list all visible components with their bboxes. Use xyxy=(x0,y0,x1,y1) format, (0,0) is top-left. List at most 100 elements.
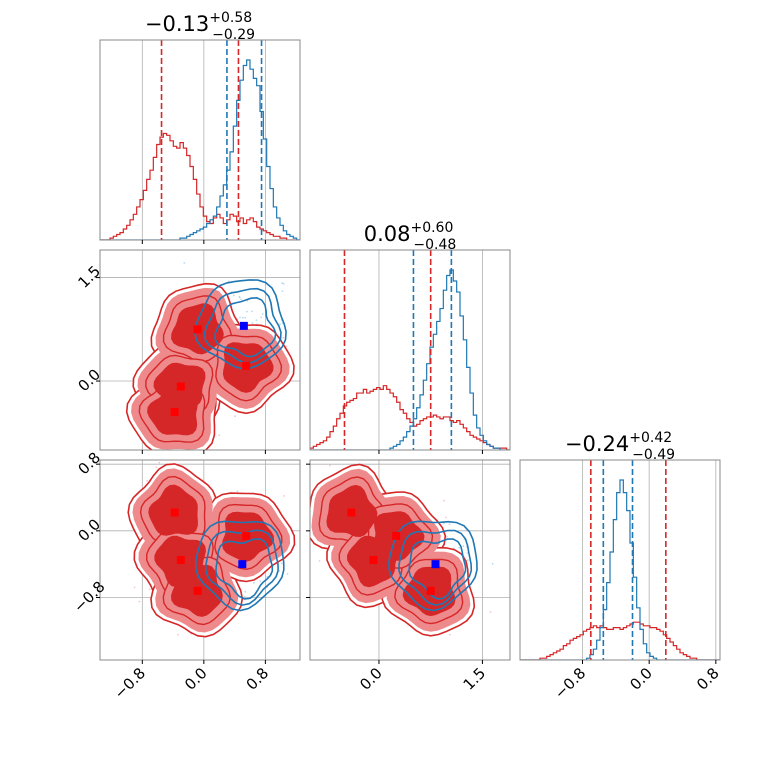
x-tick-label: 0.0 xyxy=(626,664,656,694)
x-tick-label: 0.8 xyxy=(243,664,273,694)
scatter-point-red xyxy=(445,516,447,519)
scatter-point-blue xyxy=(236,490,239,493)
scatter-point-blue xyxy=(281,290,284,292)
scatter-point-blue xyxy=(244,316,247,319)
scatter-point-red xyxy=(283,495,286,497)
scatter-point-blue xyxy=(183,262,186,264)
panel-frame-d2 xyxy=(519,459,721,661)
scatter-point-blue xyxy=(467,559,469,561)
title-p0-plus: +0.58 xyxy=(209,10,252,26)
scatter-point-red xyxy=(180,451,182,453)
scatter-point-blue xyxy=(259,580,262,583)
scatter-point-blue xyxy=(240,298,242,301)
scatter-point-red xyxy=(282,336,285,339)
scatter-point-blue xyxy=(261,313,264,315)
panel-frames xyxy=(99,39,721,661)
title-p2-plus: +0.42 xyxy=(629,430,672,446)
scatter-point-red xyxy=(184,454,186,456)
scatter-p0-p2-panel xyxy=(86,460,300,660)
scatter-point-blue xyxy=(280,562,283,565)
scatter-point-blue xyxy=(244,595,246,598)
marker-red xyxy=(176,382,185,391)
scatter-point-blue xyxy=(242,316,244,319)
scatter-point-blue xyxy=(260,316,263,319)
marker-red xyxy=(369,556,378,564)
scatter-point-blue xyxy=(282,282,285,285)
histogram-p0-panel xyxy=(100,40,300,240)
scatter-point-red xyxy=(216,452,218,454)
marker-red xyxy=(242,361,251,370)
blue-contour xyxy=(203,287,282,364)
title-p0-median: −0.13 xyxy=(145,12,209,36)
x-tick-label: 0.8 xyxy=(693,664,723,694)
title-p2-minus: −0.49 xyxy=(632,447,675,463)
scatter-point-red xyxy=(489,611,492,613)
title-p1-median: 0.08 xyxy=(364,222,411,246)
scatter-point-red xyxy=(234,415,236,418)
histogram-red xyxy=(100,132,300,240)
marker-red xyxy=(392,531,401,540)
blue-contour xyxy=(398,529,473,606)
scatter-point-red xyxy=(318,560,321,562)
scatter-point-red xyxy=(155,466,158,468)
blue-contour xyxy=(215,538,274,600)
panel-frame-d1 xyxy=(309,249,511,451)
scatter-point-red xyxy=(158,461,161,464)
marker-red xyxy=(426,586,435,595)
scatter-point-blue xyxy=(251,322,254,324)
blue-contour xyxy=(193,279,287,370)
scatter-point-blue xyxy=(448,523,451,525)
scatter-point-red xyxy=(141,485,144,487)
marker-red xyxy=(170,408,179,417)
panel-frame-p01 xyxy=(99,249,301,451)
y-tick-label: −0.8 xyxy=(70,578,108,616)
title-p1: 0.08+0.60 −0.48 xyxy=(364,220,457,253)
scatter-point-blue xyxy=(255,319,258,321)
scatter-point-blue xyxy=(443,522,445,525)
marker-blue xyxy=(238,560,247,569)
scatter-point-red xyxy=(86,506,88,508)
blue-contour xyxy=(194,520,285,612)
blue-contour xyxy=(214,296,277,358)
scatter-point-red xyxy=(138,600,141,603)
marker-red xyxy=(176,556,185,564)
scatter-point-blue xyxy=(246,310,248,313)
x-tick-label: −0.8 xyxy=(551,664,589,702)
marker-red xyxy=(193,586,202,595)
x-tick-label: 0.0 xyxy=(181,664,211,694)
title-p1-minus: −0.48 xyxy=(413,237,456,253)
scatter-point-blue xyxy=(491,562,494,565)
histogram-blue xyxy=(310,269,510,450)
title-p2-median: −0.24 xyxy=(565,432,629,456)
scatter-point-blue xyxy=(232,294,235,297)
scatter-p1-p2-panel xyxy=(310,442,510,660)
title-p0: −0.13+0.58 −0.29 xyxy=(145,10,255,43)
scatter-point-blue xyxy=(252,582,255,584)
scatter-point-blue xyxy=(281,282,283,285)
title-p2: −0.24+0.42 −0.49 xyxy=(565,430,675,463)
scatter-point-red xyxy=(177,633,179,636)
scatter-point-red xyxy=(146,479,149,482)
scatter-point-blue xyxy=(244,590,247,593)
marker-red xyxy=(242,531,251,540)
scatter-point-red xyxy=(445,535,448,538)
panel-frame-d0 xyxy=(99,39,301,241)
histogram-p1-panel xyxy=(310,250,510,450)
scatter-point-blue xyxy=(251,310,253,313)
panel-frame-p02 xyxy=(99,459,301,661)
histogram-p2-panel xyxy=(520,460,720,660)
blue-contour xyxy=(408,538,467,600)
marker-red xyxy=(170,508,179,517)
scatter-point-blue xyxy=(462,545,465,548)
scatter-point-blue xyxy=(466,552,469,554)
scatter-point-red xyxy=(218,434,221,437)
marker-blue xyxy=(431,560,440,569)
title-p1-plus: +0.60 xyxy=(410,220,453,236)
histogram-blue xyxy=(520,479,720,660)
marker-red xyxy=(193,325,202,334)
scatter-point-blue xyxy=(238,295,241,298)
scatter-point-red xyxy=(351,442,353,444)
scatter-point-blue xyxy=(279,323,281,326)
marker-red xyxy=(347,508,356,517)
